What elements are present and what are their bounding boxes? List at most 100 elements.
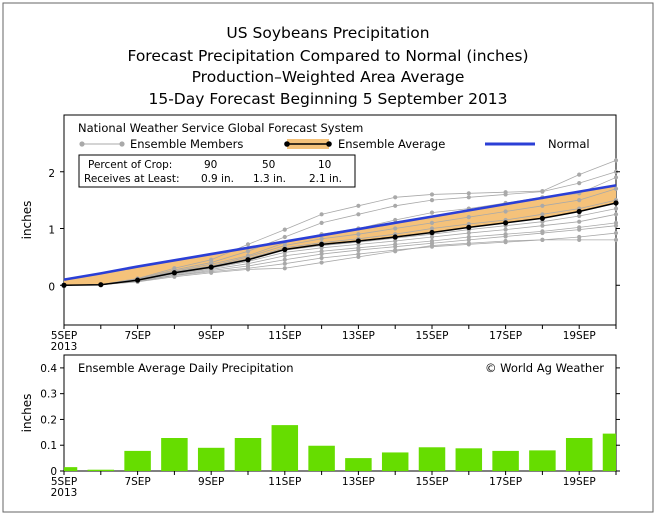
crop-percent-50: 50	[262, 159, 275, 171]
ensemble-member-point	[540, 223, 545, 228]
chart-subtitle-3: 15-Day Forecast Beginning 5 September 20…	[148, 90, 507, 108]
bottom-axes: 0 0.1 0.2 0.3 0.4 5SEP 7SEP 9SEP 11SEP 13SEP 15SEP…	[40, 363, 620, 499]
ensemble-average-point	[576, 208, 582, 215]
daily-precip-bar	[234, 438, 262, 471]
ensemble-member-point	[613, 186, 619, 191]
ensemble-member-point	[540, 237, 545, 242]
top-axes: 0 1 2 5SEP 7SEP 9SEP 11SEP 13SEP 15SEP 17SEP 19SEP…	[48, 168, 620, 353]
chart-subtitle-2: Production–Weighted Area Average	[192, 68, 465, 86]
ensemble-average-point	[135, 277, 141, 283]
ensemble-member-point	[429, 192, 435, 197]
ensemble-member-point	[393, 195, 398, 200]
ensemble-average-line	[63, 202, 617, 287]
ensemble-member-point	[209, 270, 214, 275]
ensemble-member-point	[577, 227, 582, 232]
ensemble-member-point	[319, 220, 324, 225]
top-x-tick-label: 5SEP	[51, 330, 77, 342]
daily-precip-bar	[87, 469, 115, 471]
ensemble-member-point	[282, 257, 287, 262]
daily-precip-bar	[271, 425, 299, 471]
ensemble-member-point	[319, 251, 324, 257]
daily-precip-bar	[197, 447, 225, 471]
ensemble-member-line	[63, 222, 617, 286]
top-plot-marks	[61, 158, 619, 288]
daily-precip-bar	[64, 467, 78, 471]
bottom-y-axis-label: inches	[20, 394, 34, 433]
ensemble-member-point	[282, 261, 287, 266]
crop-amount-50: 1.3 in.	[253, 173, 286, 185]
ensemble-member-line	[63, 188, 617, 286]
ensemble-member-point	[466, 195, 471, 200]
ensemble-member-point	[466, 241, 471, 246]
top-x-tick-label: 11SEP	[268, 330, 301, 342]
ensemble-member-point	[282, 234, 287, 240]
ensemble-member-point	[503, 227, 508, 232]
ensemble-member-point	[393, 244, 398, 249]
ensemble-member-point	[613, 223, 619, 228]
ensemble-member-point	[503, 209, 508, 214]
ensemble-member-point	[429, 226, 435, 231]
ensemble-member-point	[282, 266, 287, 271]
ensemble-member-point	[540, 189, 545, 194]
ensemble-average-point	[392, 234, 398, 240]
top-x-tick-label: 19SEP	[563, 330, 596, 342]
crop-amount-label: Receives at Least:	[84, 173, 180, 185]
ensemble-average-point	[355, 238, 361, 244]
ensemble-member-point	[319, 236, 324, 241]
ensemble-average-point	[171, 270, 177, 276]
ensemble-member-point	[577, 219, 582, 224]
ensemble-member-point	[540, 212, 545, 217]
ensemble-member-point	[393, 217, 398, 223]
daily-precip-bar	[602, 433, 616, 471]
bottom-x-year-label: 2013	[51, 487, 78, 499]
ensemble-member-point	[577, 198, 582, 203]
top-y-tick-label: 1	[48, 225, 55, 237]
ensemble-member-point	[393, 203, 398, 208]
chart-title: US Soybeans Precipitation	[226, 24, 429, 42]
bottom-x-tick-label: 13SEP	[342, 476, 375, 488]
ensemble-average-point	[613, 200, 619, 206]
crop-amount-10: 2.1 in.	[309, 173, 342, 185]
daily-precip-bar	[345, 458, 372, 471]
ensemble-member-point	[429, 220, 435, 225]
ensemble-member-point	[172, 274, 177, 279]
ensemble-member-point	[319, 255, 324, 261]
ensemble-member-point	[503, 234, 508, 239]
ensemble-normal-band	[64, 185, 616, 286]
bottom-x-tick-label: 15SEP	[416, 476, 449, 488]
daily-precip-bar	[455, 448, 483, 471]
top-x-tick-label: 15SEP	[416, 330, 449, 342]
ensemble-member-point	[577, 237, 582, 242]
source-label: National Weather Service Global Forecast…	[78, 121, 363, 135]
legend-members-label: Ensemble Members	[130, 137, 243, 151]
ensemble-member-point	[429, 234, 435, 240]
ensemble-average-point	[503, 220, 509, 226]
top-y-tick-label: 0	[48, 281, 55, 293]
top-x-tick-label: 17SEP	[489, 330, 522, 342]
crop-table-box	[78, 154, 356, 188]
ensemble-member-point	[429, 198, 435, 203]
ensemble-member-point	[613, 237, 619, 242]
ensemble-member-point	[613, 175, 619, 180]
ensemble-average-point	[208, 264, 214, 270]
ensemble-member-point	[540, 203, 545, 208]
daily-precip-bar	[308, 445, 335, 471]
ensemble-member-point	[393, 238, 398, 244]
ensemble-member-point	[503, 238, 508, 244]
ensemble-member-point	[393, 249, 398, 254]
ensemble-member-point	[282, 253, 287, 258]
bottom-x-tick-label: 17SEP	[489, 476, 522, 488]
ensemble-member-point	[540, 230, 545, 236]
crop-percent-10: 10	[318, 159, 331, 171]
top-x-year-label: 2013	[51, 341, 78, 353]
legend-members-swatch	[79, 141, 125, 147]
ensemble-member-line	[63, 171, 617, 286]
ensemble-member-point	[613, 212, 619, 217]
ensemble-member-point	[613, 158, 619, 163]
ensemble-member-line	[63, 239, 616, 286]
ensemble-average-point	[429, 229, 435, 236]
ensemble-member-point	[577, 172, 582, 177]
ensemble-member-point	[429, 210, 435, 215]
ensemble-member-point	[356, 247, 361, 253]
